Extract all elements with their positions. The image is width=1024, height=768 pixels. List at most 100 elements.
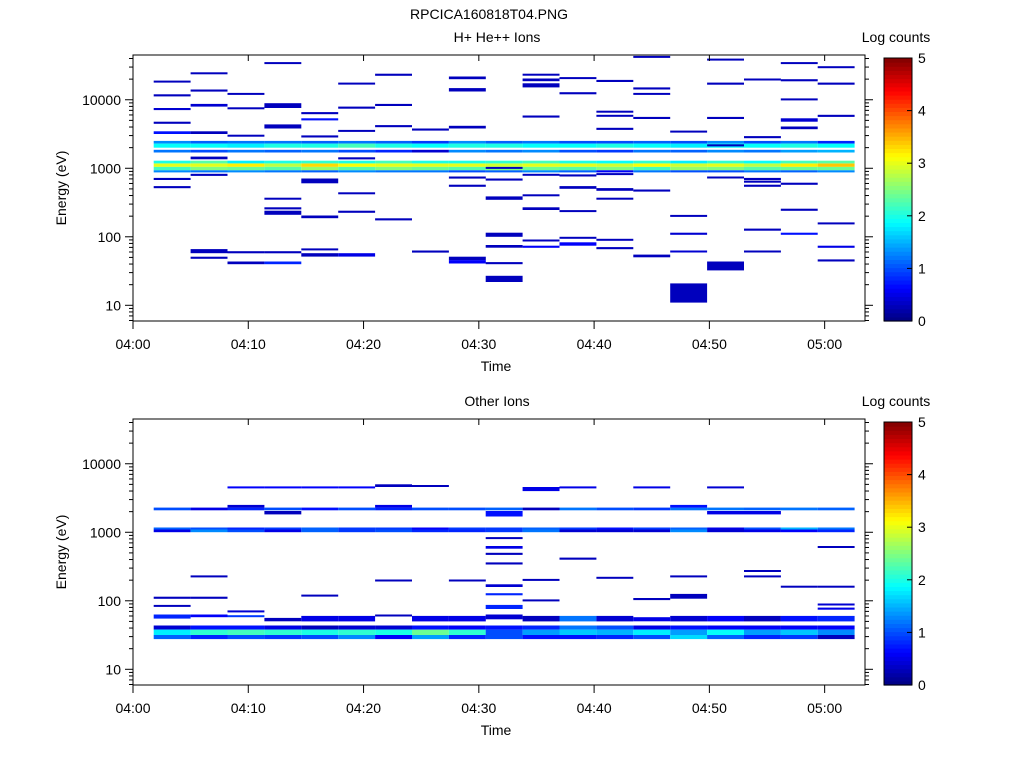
colorbar-swatch <box>884 500 912 505</box>
spectrogram-cell <box>264 166 302 171</box>
spectrogram-cell <box>670 166 708 171</box>
colorbar-swatch <box>884 279 912 285</box>
spectrogram-cell <box>190 103 228 107</box>
colorbar-swatch <box>884 201 912 207</box>
spectrogram-cell <box>190 149 228 153</box>
spectrogram-cell <box>227 504 265 508</box>
spectrogram-cell <box>707 529 744 533</box>
spectrogram-cell <box>633 529 671 533</box>
spectrogram-cell <box>670 130 708 133</box>
colorbar-tick-label: 2 <box>918 572 926 588</box>
spectrogram-cell <box>744 629 781 636</box>
spectrogram-cell <box>559 170 597 173</box>
spectrogram-cell <box>780 163 818 167</box>
spectrogram-cell <box>227 529 265 533</box>
spectrogram-cell <box>780 507 818 511</box>
spectrogram-cell <box>670 170 708 173</box>
spectrogram-cell <box>448 125 486 129</box>
colorbar-swatch <box>884 467 912 472</box>
spectrogram-cell <box>485 143 523 148</box>
spectrogram-cell <box>633 55 671 58</box>
colorbar-swatch <box>884 463 912 468</box>
colorbar-swatch <box>884 438 912 444</box>
spectrogram-cell <box>633 92 671 95</box>
x-tick-label: 04:00 <box>115 700 150 716</box>
colorbar-swatch <box>884 450 912 456</box>
spectrogram-cell <box>375 635 412 640</box>
spectrogram-cell <box>301 248 339 251</box>
spectrogram-cell <box>817 143 855 148</box>
spectrogram-cell <box>596 615 634 622</box>
spectrogram-cell <box>633 486 671 489</box>
spectrogram-cell <box>817 160 855 164</box>
spectrogram-cell <box>522 615 560 622</box>
colorbar-swatch <box>884 586 912 592</box>
colorbar-swatch <box>884 107 912 113</box>
spectrogram-cell <box>338 82 376 85</box>
spectrogram-cell <box>522 625 560 630</box>
spectrogram-cell <box>338 507 376 511</box>
spectrogram-cell <box>670 615 708 622</box>
spectrogram-cell <box>412 507 449 511</box>
spectrogram-cell <box>153 160 191 164</box>
spectrogram-cell <box>227 610 265 613</box>
spectrogram-cell <box>301 594 339 597</box>
spectrogram-cell <box>264 617 302 622</box>
spectrogram-cell <box>707 511 744 515</box>
colorbar-frame <box>883 421 913 686</box>
spectrogram-cell <box>301 635 339 640</box>
spectrogram-cell <box>448 149 486 153</box>
spectrogram-cell <box>227 149 265 153</box>
spectrogram-cell <box>485 584 523 587</box>
colorbar: 0 1 2 3 4 5 <box>883 50 926 329</box>
spectrogram-cell <box>227 527 265 530</box>
spectrogram-cell <box>670 149 708 153</box>
x-tick-label: 04:50 <box>692 700 727 716</box>
spectrogram-cell <box>412 143 449 148</box>
spectrogram-cell <box>707 507 744 511</box>
spectrogram-cell <box>264 140 302 144</box>
colorbar-swatch <box>884 94 912 100</box>
spectrogram-cell <box>190 160 228 164</box>
y-axis-label: Energy (eV) <box>53 151 69 226</box>
spectrogram-cell <box>301 163 339 167</box>
y-tick-label: 10 <box>105 297 121 313</box>
colorbar-swatch <box>884 131 912 137</box>
spectrogram-cell <box>375 103 412 106</box>
spectrogram-cell <box>596 170 634 173</box>
spectrogram-cell <box>707 58 744 61</box>
spectrogram-cell <box>375 579 412 582</box>
y-tick-label: 10000 <box>82 92 121 108</box>
spectrogram-cell <box>338 527 376 530</box>
spectrogram-cell <box>338 629 376 636</box>
colorbar-swatch <box>884 422 912 427</box>
spectrogram-cell <box>153 507 191 511</box>
spectrogram-cell <box>633 629 671 636</box>
colorbar-swatch <box>884 255 912 260</box>
spectrogram-cell <box>744 136 781 139</box>
plot-axes: 04:00 04:10 04:20 04:30 04:40 04:50 05:00 10 100… <box>82 54 873 352</box>
spectrogram-cell <box>190 256 228 259</box>
colorbar-swatch <box>884 259 912 265</box>
colorbar-swatch <box>884 284 912 289</box>
colorbar-swatch <box>884 627 912 633</box>
spectrogram-cell <box>559 174 597 177</box>
colorbar-swatch <box>884 103 912 108</box>
spectrogram-cell <box>485 232 523 237</box>
spectrogram-cell <box>264 124 302 129</box>
spectrogram-cell <box>375 625 412 630</box>
spectrogram-cell <box>153 131 191 134</box>
spectrogram-cell <box>559 242 597 246</box>
colorbar-swatch <box>884 312 912 318</box>
colorbar-swatch <box>884 119 912 125</box>
spectrogram-cell <box>744 529 781 533</box>
spectrogram-cell <box>264 103 302 108</box>
spectrogram-cell <box>522 487 560 492</box>
colorbar-swatch <box>884 164 912 170</box>
spectrogram-cell <box>780 79 818 82</box>
spectrogram-cell <box>670 507 708 511</box>
colorbar-swatch <box>884 242 912 248</box>
spectrogram-cell <box>780 160 818 164</box>
colorbar-swatch <box>884 676 912 682</box>
spectrogram-cell <box>338 106 376 109</box>
